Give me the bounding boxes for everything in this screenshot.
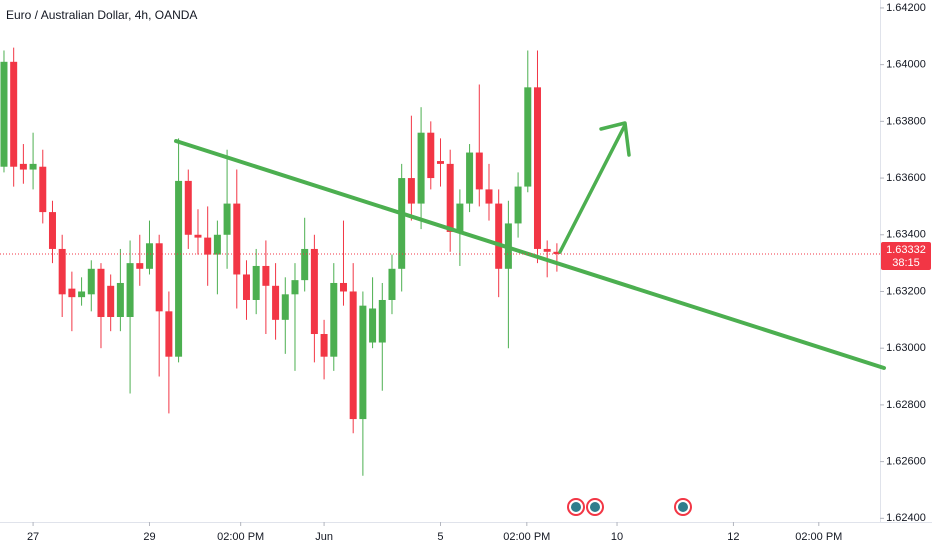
candle-body	[242, 274, 250, 300]
candle-body	[495, 203, 503, 269]
candle-body	[475, 152, 483, 190]
x-tick-label: 10	[611, 531, 623, 543]
y-tick-label: 1.63400	[886, 229, 926, 241]
forecast-arrow	[558, 123, 627, 254]
candle-body	[39, 166, 47, 213]
y-tick-label: 1.64000	[886, 59, 926, 71]
candle-body	[78, 291, 86, 298]
y-tick-label: 1.63800	[886, 115, 926, 127]
candle-body	[252, 265, 260, 300]
candle-body	[524, 87, 532, 187]
candle-body	[233, 203, 241, 275]
chart-title: Euro / Australian Dollar, 4h, OANDA	[6, 8, 197, 22]
y-tick-label: 1.62600	[886, 456, 926, 468]
candle-body	[87, 268, 95, 295]
candle-body	[223, 203, 231, 235]
candle-body	[194, 234, 202, 238]
candle-body	[427, 132, 435, 179]
candle-body	[204, 237, 212, 255]
candle-body	[514, 186, 522, 224]
last-price-box	[881, 242, 931, 271]
candle-body	[29, 163, 37, 170]
countdown-label: 38:15	[892, 257, 920, 269]
candle-body	[330, 282, 338, 357]
candle-body	[262, 265, 270, 286]
x-tick-label: 02:00 PM	[217, 531, 264, 543]
candle-body	[68, 288, 76, 298]
candle-body	[407, 178, 415, 204]
x-tick-label: 5	[437, 531, 443, 543]
trend-line	[174, 139, 886, 370]
candle-body	[58, 248, 66, 295]
candle-body	[553, 251, 561, 255]
candle-body	[10, 61, 18, 167]
candle-body	[369, 308, 377, 343]
trend-drawings	[174, 121, 886, 370]
candle-body	[48, 212, 56, 249]
candle-body	[456, 203, 464, 232]
y-tick-label: 1.63600	[886, 172, 926, 184]
x-tick-label: 12	[727, 531, 739, 543]
candle-body	[446, 163, 454, 232]
event-icon-inner	[571, 502, 581, 512]
candle-body	[272, 285, 280, 320]
y-tick-label: 1.62400	[886, 512, 926, 524]
x-tick-label: 02:00 PM	[795, 531, 842, 543]
y-tick-label: 1.64200	[886, 2, 926, 14]
candle-body	[145, 243, 153, 269]
candle-body	[175, 180, 183, 357]
candle-body	[533, 87, 541, 249]
y-tick-label: 1.63000	[886, 342, 926, 354]
candle-body	[213, 234, 221, 255]
x-tick-label: Jun	[315, 531, 333, 543]
x-tick-label: 27	[27, 531, 39, 543]
event-icon-inner	[678, 502, 688, 512]
candle-body	[184, 180, 192, 235]
candle-body	[19, 163, 27, 170]
candle-body	[136, 263, 144, 269]
candle-body	[436, 161, 444, 164]
candle-body	[398, 178, 406, 269]
candle-body	[485, 189, 493, 204]
candle-body	[339, 282, 347, 292]
y-tick-label: 1.62800	[886, 399, 926, 411]
candle-body	[310, 248, 318, 335]
candle-body	[301, 248, 309, 281]
candle-body	[349, 291, 357, 420]
x-tick-label: 02:00 PM	[503, 531, 550, 543]
candle-body	[281, 294, 289, 320]
candle-body	[165, 311, 173, 357]
candle-body	[320, 334, 328, 357]
plot	[0, 47, 561, 476]
candle-body	[107, 285, 115, 317]
arrow-head	[599, 121, 631, 157]
candle-body	[359, 305, 367, 420]
candle-body	[378, 299, 386, 343]
candle-body	[543, 248, 551, 252]
x-tick-label: 29	[143, 531, 155, 543]
candle-body	[126, 263, 134, 317]
event-icons	[567, 498, 692, 516]
candle-body	[417, 132, 425, 204]
candle-body	[155, 243, 163, 312]
candle-body	[116, 282, 124, 317]
event-icon-inner	[590, 502, 600, 512]
y-tick-label: 1.63200	[886, 285, 926, 297]
last-price-label: 1.63332	[886, 244, 926, 256]
candle-body	[388, 268, 396, 300]
candle-body	[466, 152, 474, 204]
candle-body	[97, 268, 105, 317]
candle-body	[0, 61, 8, 167]
candle-body	[291, 280, 299, 295]
